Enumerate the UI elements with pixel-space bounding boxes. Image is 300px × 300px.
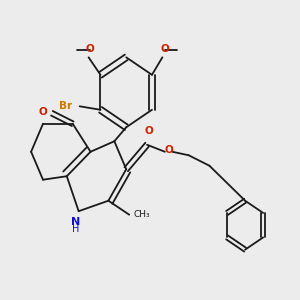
Text: CH₃: CH₃	[134, 210, 150, 219]
Text: N: N	[71, 217, 80, 227]
Text: O: O	[86, 44, 94, 54]
Text: O: O	[165, 145, 174, 155]
Text: Br: Br	[59, 101, 72, 111]
Text: O: O	[161, 44, 170, 54]
Text: O: O	[144, 126, 153, 136]
Text: H: H	[72, 224, 80, 234]
Text: O: O	[39, 107, 47, 117]
